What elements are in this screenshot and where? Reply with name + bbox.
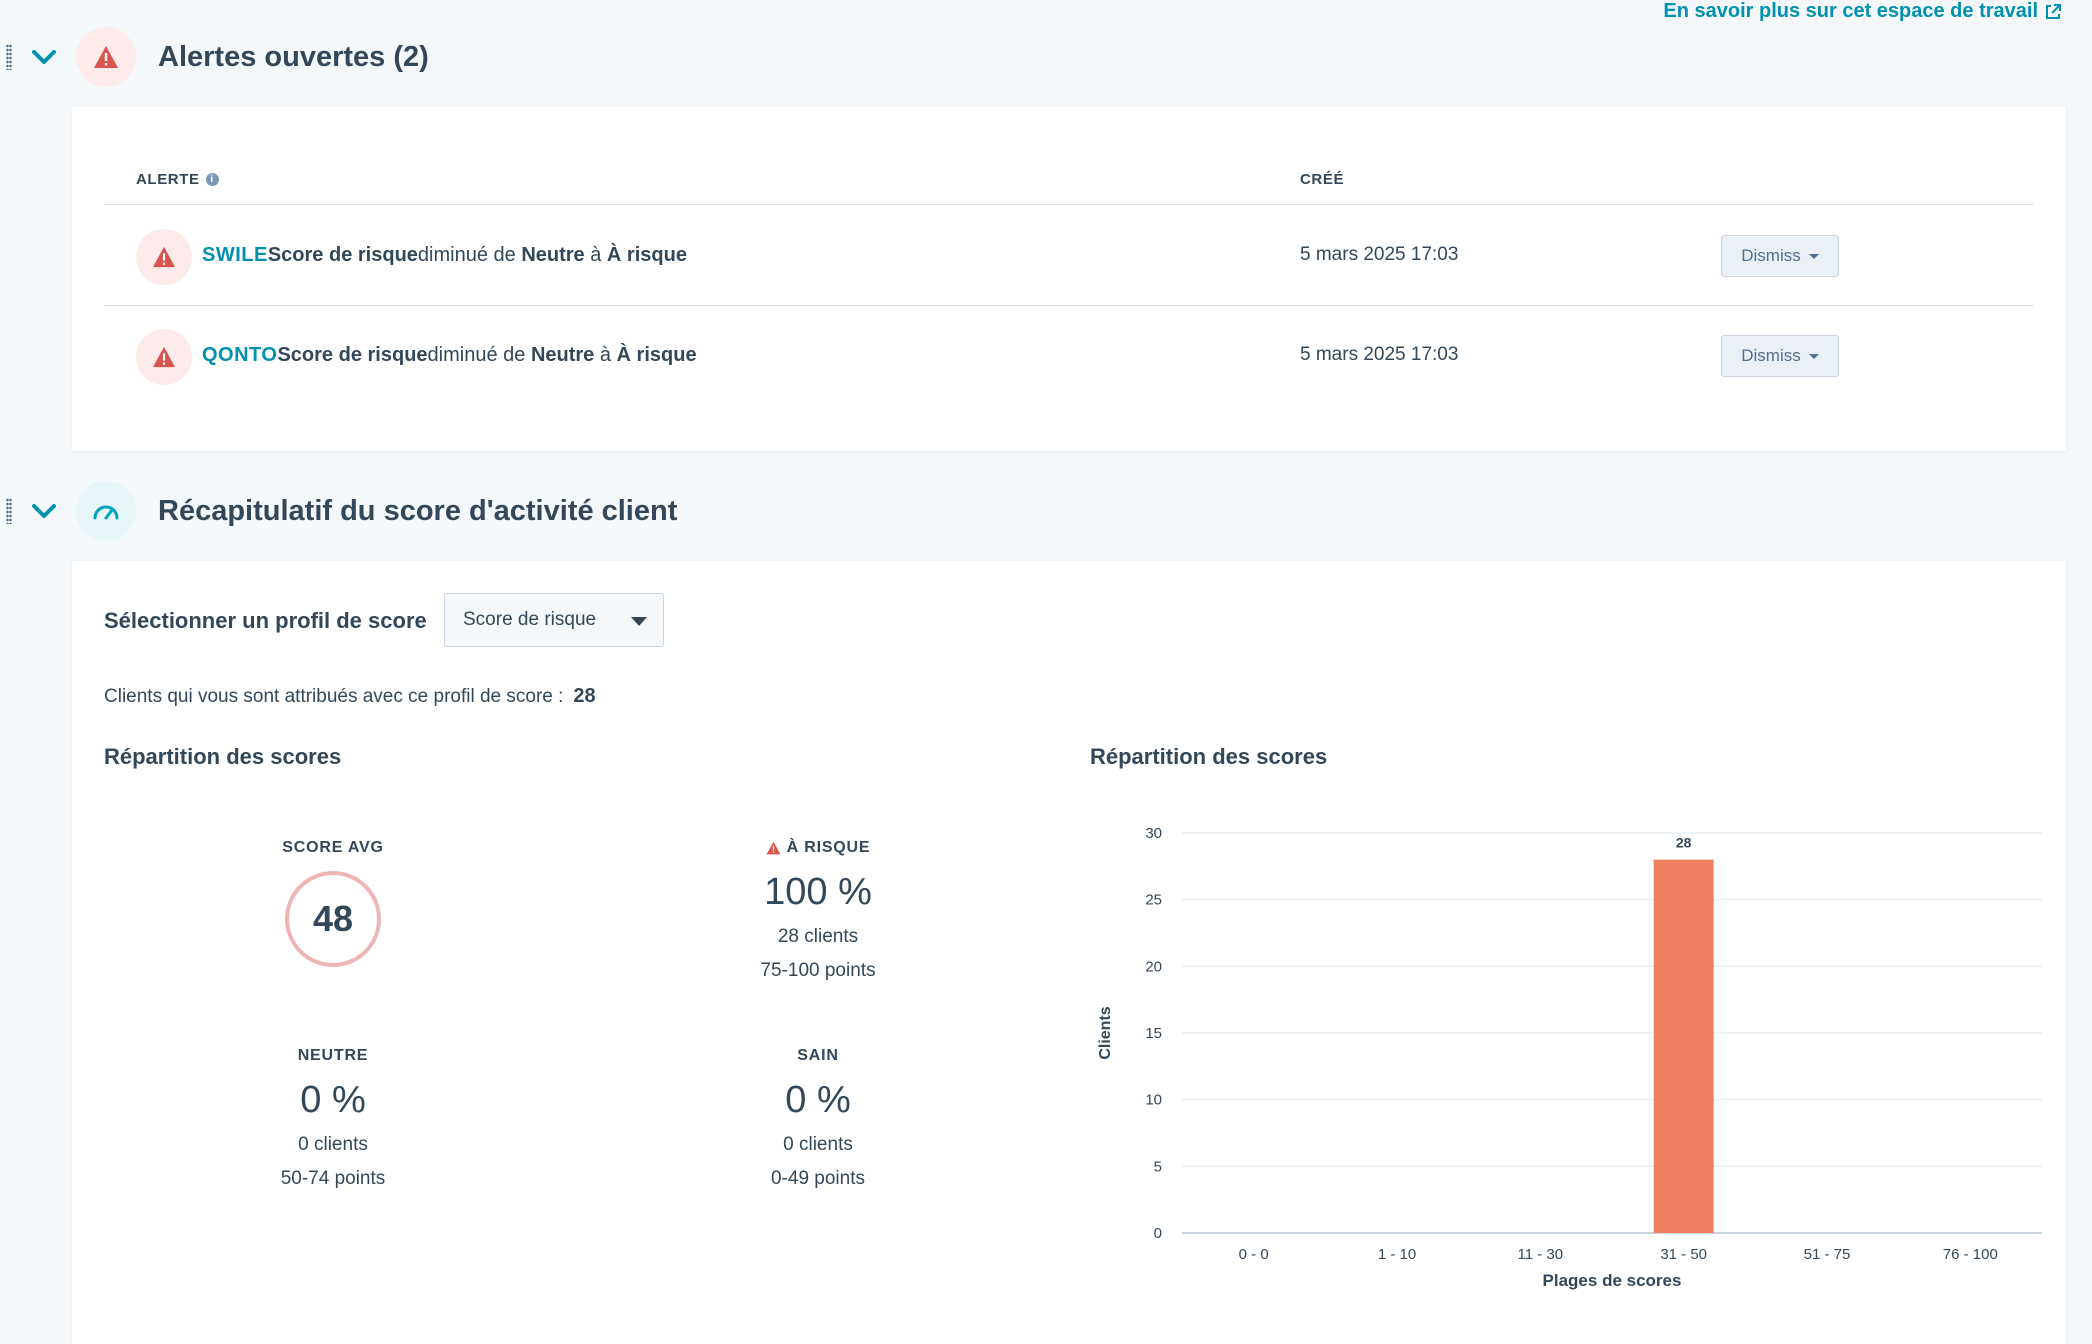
summary-title: Récapitulatif du score d'activité client (158, 494, 678, 527)
assigned-clients: Clients qui vous sont attribués avec ce … (104, 685, 596, 708)
y-tick-label: 20 (1145, 958, 1162, 975)
summary-section-icon (76, 481, 136, 541)
alert-date: 5 mars 2025 17:03 (1300, 344, 1459, 365)
dismiss-label: Dismiss (1741, 346, 1801, 365)
company-link[interactable]: SWILE (202, 244, 268, 266)
summary-section-header: Récapitulatif du score d'activité client (0, 471, 677, 551)
warning-icon (766, 841, 781, 855)
alert-row-icon (136, 229, 192, 285)
warning-icon (94, 46, 118, 68)
x-axis-title: Plages de scores (1543, 1271, 1682, 1290)
drag-handle-icon[interactable] (6, 44, 12, 70)
alert-text: QONTOScore de risquediminué de Neutre à … (202, 344, 697, 367)
y-tick-label: 25 (1145, 892, 1162, 909)
column-header-alert-label: ALERTE (136, 171, 200, 188)
dismiss-button[interactable]: Dismiss (1721, 335, 1839, 377)
dismiss-button[interactable]: Dismiss (1721, 235, 1839, 277)
table-row: SWILEScore de risquediminué de Neutre à … (104, 206, 2034, 306)
stat-neutral-clients: 0 clients (298, 1134, 368, 1155)
info-icon[interactable]: i (205, 173, 219, 186)
alerts-section-header: Alertes ouvertes (2) (0, 17, 429, 97)
company-link[interactable]: QONTO (202, 344, 278, 366)
y-axis-title: Clients (1097, 1006, 1114, 1059)
summary-card: Sélectionner un profil de score Score de… (72, 561, 2066, 1344)
assigned-count: 28 (573, 685, 596, 707)
caret-down-icon (1808, 353, 1819, 359)
alert-sep: à (594, 344, 617, 366)
chart-title: Répartition des scores (1090, 744, 1328, 769)
score-profile-value: Score de risque (463, 609, 597, 630)
stat-at-risk-label: À RISQUE (668, 839, 968, 857)
score-profile-select[interactable]: Score de risque (444, 593, 664, 647)
alert-verb: diminué de (417, 244, 522, 266)
caret-down-icon (1808, 253, 1819, 259)
x-tick-label: 1 - 10 (1378, 1246, 1416, 1263)
alert-text: SWILEScore de risquediminué de Neutre à … (202, 244, 687, 267)
stat-neutral-percent: 0 % (300, 1079, 366, 1121)
stat-at-risk: À RISQUE 100 % 28 clients 75-100 points (668, 839, 968, 982)
stat-neutral: NEUTRE 0 % 0 clients 50-74 points (183, 1047, 483, 1190)
y-tick-label: 0 (1154, 1225, 1162, 1242)
x-tick-label: 0 - 0 (1239, 1246, 1269, 1263)
external-link-icon (2046, 3, 2061, 19)
stat-healthy-percent: 0 % (785, 1079, 851, 1121)
stat-at-risk-percent: 100 % (764, 871, 872, 913)
stat-neutral-label: NEUTRE (297, 1047, 369, 1064)
score-distribution-chart: 0 5 10 15 20 25 30 0 - 0 1 - 10 11 - 30 28 31 - 50 5… (1082, 811, 2062, 1311)
x-tick-label: 76 - 100 (1943, 1246, 1998, 1263)
y-tick-label: 10 (1145, 1092, 1162, 1109)
alert-from: Neutre (521, 244, 585, 266)
alert-verb: diminué de (427, 344, 531, 366)
stat-avg: SCORE AVG 48 (183, 839, 483, 967)
alerts-title: Alertes ouvertes (2) (158, 40, 429, 73)
stat-healthy-range: 0-49 points (770, 1168, 865, 1189)
column-header-created: CRÉÉ (1300, 171, 1345, 188)
x-tick-label: 51 - 75 (1804, 1246, 1851, 1263)
x-tick-label: 11 - 30 (1518, 1246, 1564, 1263)
bar-chart: 0 5 10 15 20 25 30 0 - 0 1 - 10 11 - 30 28 31 - 50 5… (1097, 825, 2042, 1290)
stat-avg-label: SCORE AVG (282, 839, 384, 856)
stat-at-risk-range: 75-100 points (760, 960, 876, 981)
drag-handle-icon[interactable] (6, 498, 12, 524)
score-profile-label: Sélectionner un profil de score (104, 608, 427, 633)
column-header-alert: ALERTE i (136, 171, 219, 188)
alert-field: Score de risque (277, 344, 428, 366)
y-tick-label: 30 (1145, 825, 1162, 842)
alert-date: 5 mars 2025 17:03 (1300, 244, 1459, 265)
alert-from: Neutre (530, 344, 595, 366)
stat-healthy-clients: 0 clients (783, 1134, 853, 1155)
gauge-icon (93, 505, 119, 520)
bar (1653, 859, 1714, 1233)
stat-at-risk-text: À RISQUE (786, 839, 871, 856)
chevron-down-icon[interactable] (30, 43, 58, 71)
alert-section-icon (76, 27, 136, 87)
chevron-down-icon[interactable] (30, 497, 58, 525)
data-label: 28 (1676, 835, 1692, 851)
assigned-text: Clients qui vous sont attribués avec ce … (104, 686, 564, 707)
warning-icon (153, 346, 175, 368)
alert-field: Score de risque (267, 244, 418, 266)
learn-more-link[interactable]: En savoir plus sur cet espace de travail (1663, 0, 2062, 23)
x-tick-label: 31 - 50 (1660, 1246, 1707, 1263)
score-ring: 48 (285, 871, 381, 967)
table-header: ALERTE i CRÉÉ (104, 165, 2034, 205)
score-distribution-title: Répartition des scores (104, 744, 342, 769)
alert-to: À risque (616, 344, 697, 366)
warning-icon (153, 246, 175, 268)
stat-neutral-range: 50-74 points (280, 1168, 386, 1189)
dropdown-arrow-icon (631, 617, 647, 626)
y-tick-label: 5 (1154, 1158, 1162, 1175)
alert-row-icon (136, 329, 192, 385)
stat-healthy-label: SAIN (797, 1047, 839, 1064)
y-tick-label: 15 (1145, 1025, 1162, 1042)
dismiss-label: Dismiss (1741, 246, 1801, 265)
table-row: QONTOScore de risquediminué de Neutre à … (104, 306, 2034, 406)
learn-more-label: En savoir plus sur cet espace de travail (1663, 0, 2038, 22)
alert-to: À risque (606, 244, 687, 266)
stat-healthy: SAIN 0 % 0 clients 0-49 points (668, 1047, 968, 1190)
stat-at-risk-clients: 28 clients (777, 926, 859, 947)
alerts-card: ALERTE i CRÉÉ SWILEScore de risquediminu… (72, 107, 2066, 451)
alert-sep: à (584, 244, 607, 266)
